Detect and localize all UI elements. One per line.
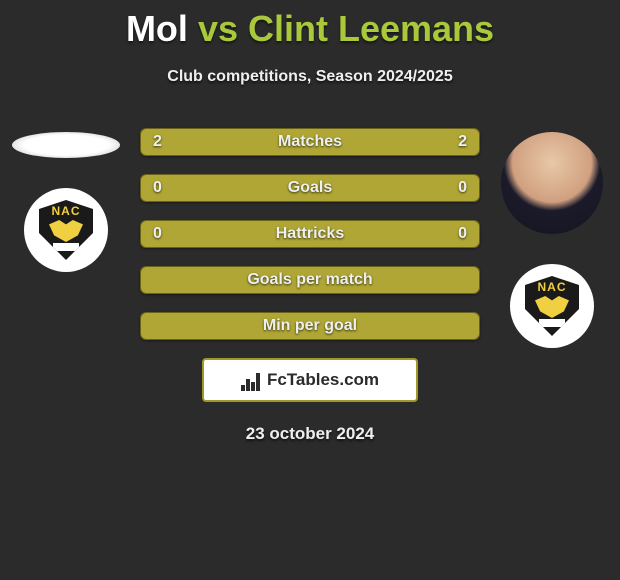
player2-name: Clint Leemans bbox=[248, 8, 494, 49]
player1-column: NAC bbox=[6, 128, 126, 272]
stat-value-right: 0 bbox=[443, 225, 479, 243]
stat-value-left: 0 bbox=[141, 179, 177, 197]
subtitle: Club competitions, Season 2024/2025 bbox=[0, 68, 620, 86]
stat-value-left: 0 bbox=[141, 225, 177, 243]
comparison-title: Mol vs Clint Leemans bbox=[0, 0, 620, 50]
source-badge: FcTables.com bbox=[202, 358, 418, 402]
bar-chart-icon bbox=[241, 369, 263, 391]
stat-value-right: 2 bbox=[443, 133, 479, 151]
stat-value-right: 0 bbox=[443, 179, 479, 197]
club-base-icon bbox=[53, 243, 79, 251]
player1-club-badge: NAC bbox=[24, 188, 108, 272]
stat-row-min-per-goal: Min per goal bbox=[140, 312, 480, 340]
stat-label: Matches bbox=[177, 133, 443, 151]
stats-bars: 2 Matches 2 0 Goals 0 0 Hattricks 0 Goal… bbox=[140, 128, 480, 340]
club-bird-icon bbox=[535, 296, 569, 318]
stat-value-left: 2 bbox=[141, 133, 177, 151]
club-abbr: NAC bbox=[52, 204, 81, 218]
player2-club-badge: NAC bbox=[510, 264, 594, 348]
source-text: FcTables.com bbox=[267, 370, 379, 390]
content-area: NAC NAC 2 Matches 2 0 Goals bbox=[0, 128, 620, 444]
stat-label: Hattricks bbox=[177, 225, 443, 243]
stat-row-goals-per-match: Goals per match bbox=[140, 266, 480, 294]
stat-label: Goals per match bbox=[177, 271, 443, 289]
stat-row-hattricks: 0 Hattricks 0 bbox=[140, 220, 480, 248]
player1-name: Mol bbox=[126, 8, 188, 49]
stat-row-goals: 0 Goals 0 bbox=[140, 174, 480, 202]
stat-label: Min per goal bbox=[177, 317, 443, 335]
stat-row-matches: 2 Matches 2 bbox=[140, 128, 480, 156]
club-bird-icon bbox=[49, 220, 83, 242]
club-shield-icon: NAC bbox=[522, 276, 582, 336]
date-label: 23 october 2024 bbox=[0, 424, 620, 444]
vs-label: vs bbox=[198, 8, 238, 49]
club-shield-icon: NAC bbox=[36, 200, 96, 260]
player2-column: NAC bbox=[492, 128, 612, 348]
player2-avatar bbox=[501, 132, 603, 234]
stat-label: Goals bbox=[177, 179, 443, 197]
club-base-icon bbox=[539, 319, 565, 327]
player1-avatar bbox=[12, 132, 120, 158]
club-abbr: NAC bbox=[538, 280, 567, 294]
